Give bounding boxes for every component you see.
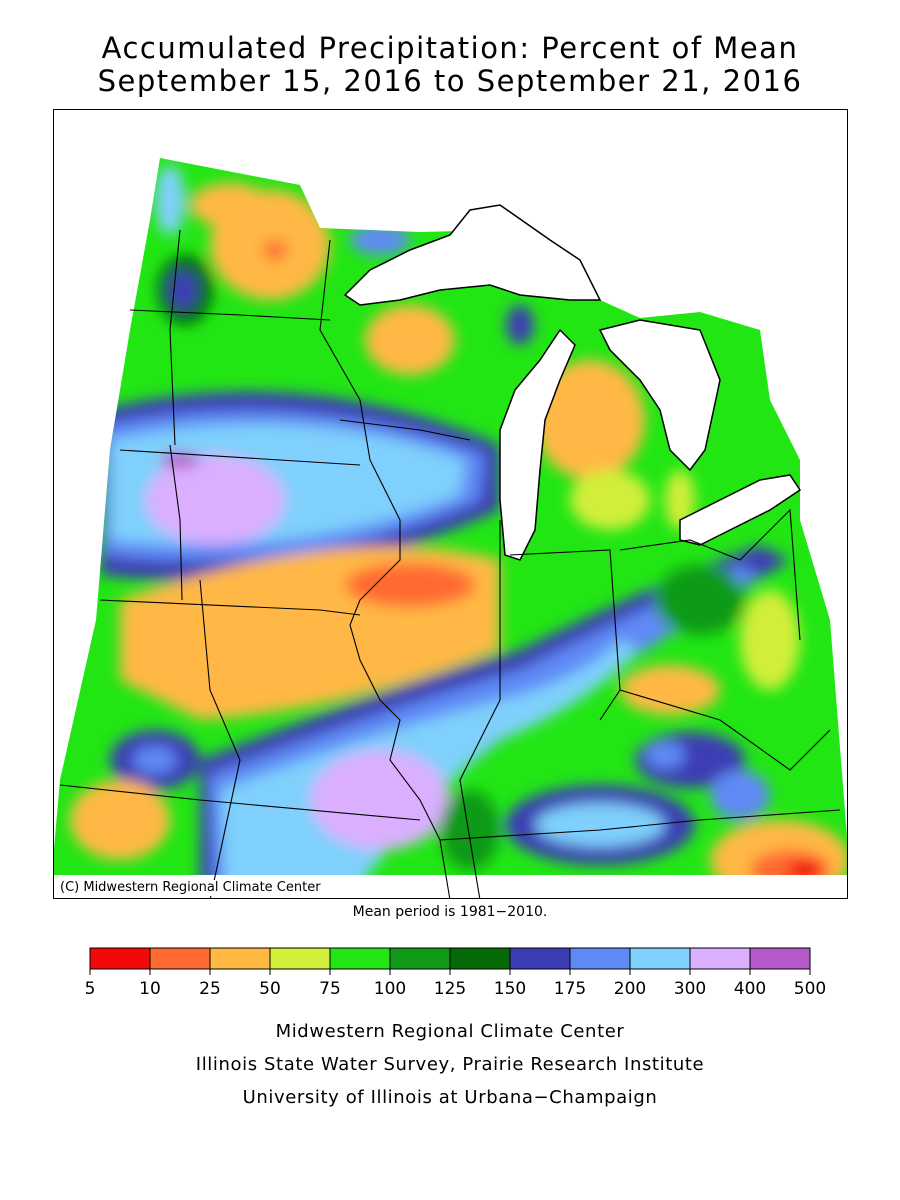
legend-swatch — [449, 947, 511, 970]
copyright-label: (C) Midwestern Regional Climate Center — [57, 880, 324, 896]
legend-swatch — [689, 947, 751, 970]
legend-swatch — [749, 947, 811, 970]
legend-tick-label: 75 — [319, 979, 341, 999]
legend-tick-label: 150 — [494, 979, 526, 999]
legend-swatch — [209, 947, 271, 970]
lake-erie — [679, 474, 802, 546]
map-title: Accumulated Precipitation: Percent of Me… — [101, 31, 799, 65]
lake-michigan — [499, 328, 576, 561]
legend-tick-label: 200 — [614, 979, 646, 999]
legend-swatch — [89, 947, 151, 970]
lake-superior — [343, 204, 602, 306]
legend-tick-label: 500 — [794, 979, 826, 999]
legend-swatch — [149, 947, 211, 970]
footer-org: Midwestern Regional Climate Center — [275, 1021, 625, 1042]
map-date-range: September 15, 2016 to September 21, 2016 — [97, 64, 803, 98]
legend-swatch — [569, 947, 631, 970]
legend-tick-label: 25 — [199, 979, 221, 999]
legend-tick-label: 300 — [674, 979, 706, 999]
great-lakes — [343, 204, 802, 561]
legend-swatch — [629, 947, 691, 970]
legend-tick-label: 400 — [734, 979, 766, 999]
footer-survey: Illinois State Water Survey, Prairie Res… — [195, 1054, 705, 1075]
legend-swatch — [269, 947, 331, 970]
legend-swatch — [389, 947, 451, 970]
color-legend: 5 10 25 50 75 100 125 150 175 200 300 400 500 — [85, 947, 826, 999]
legend-tick-label: 100 — [374, 979, 406, 999]
lake-huron — [598, 319, 721, 472]
mean-period-note: Mean period is 1981−2010. — [352, 904, 548, 920]
footer-university: University of Illinois at Urbana−Champai… — [242, 1087, 658, 1108]
legend-tick-label: 10 — [139, 979, 161, 999]
legend-tick-label: 50 — [259, 979, 281, 999]
legend-tick-label: 5 — [85, 979, 96, 999]
legend-swatches — [89, 947, 811, 970]
legend-swatch — [509, 947, 571, 970]
legend-swatch — [329, 947, 391, 970]
state-boundaries — [59, 229, 841, 899]
legend-tick-label: 125 — [434, 979, 466, 999]
legend-tick-label: 175 — [554, 979, 586, 999]
precipitation-map — [53, 109, 848, 899]
legend-ticks: 5 10 25 50 75 100 125 150 175 200 300 400 500 — [85, 969, 826, 999]
